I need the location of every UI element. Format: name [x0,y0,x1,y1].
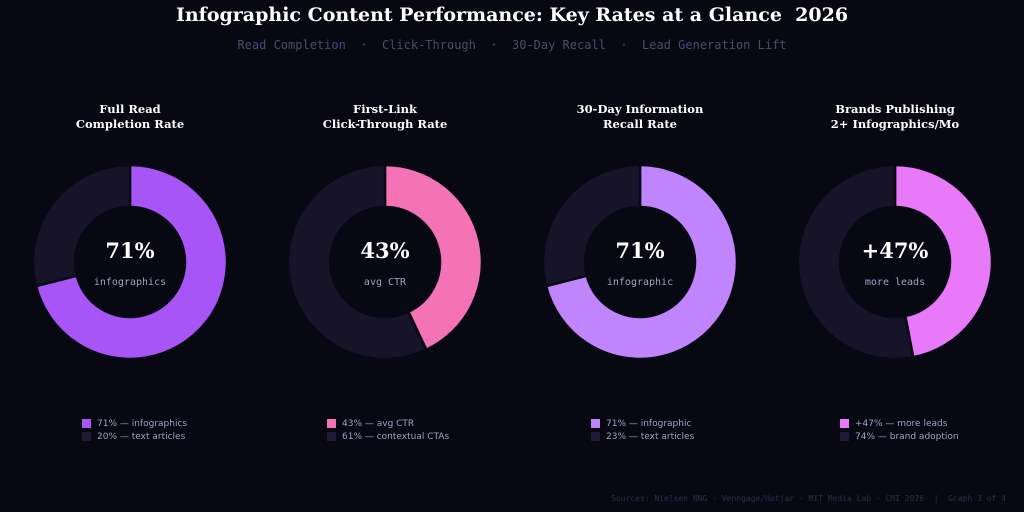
legend: 71% — infographics 20% — text articles [82,417,187,443]
donut-slice-remainder [796,163,915,361]
legend-swatch [591,432,600,441]
legend-swatch [327,432,336,441]
donut-slice-more-leads [893,163,994,359]
legend-label: +47% — more leads [855,418,948,429]
legend-swatch [591,419,600,428]
legend-entry: 71% — infographic [591,417,694,430]
center-label: infographics [93,277,167,288]
donut-slice-remainder [31,163,132,288]
chart-footer-sources: Sources: Nielsen NNG · Venngage/Hotjar ·… [611,494,1006,503]
donut-slice-remainder [541,163,642,288]
legend-label: 43% — avg CTR [342,418,415,429]
legend-swatch [840,419,849,428]
donut-slice-avg-ctr [383,163,484,352]
panel-title-line: 30-Day Information [576,102,704,116]
donut-panel-lead-generation: Brands Publishing 2+ Infographics/Mo +47… [767,0,1023,512]
panel-title-line: Full Read [99,102,161,116]
legend-label: 71% — infographic [606,418,692,429]
legend-swatch [840,432,849,441]
legend-entry: +47% — more leads [840,417,959,430]
donut-chart [541,163,739,361]
center-label: infographic [606,277,674,288]
panel-title: Full Read Completion Rate [2,102,258,132]
panel-title-line: First-Link [353,102,417,116]
legend-label: 71% — infographics [97,418,188,429]
legend-label: 20% — text articles [97,431,186,442]
panel-title: 30-Day Information Recall Rate [512,102,768,132]
legend: +47% — more leads 74% — brand adoption [840,417,959,443]
panel-title: First-Link Click-Through Rate [257,102,513,132]
legend-swatch [327,419,336,428]
legend-swatch [82,432,91,441]
legend: 71% — infographic 23% — text articles [591,417,694,443]
donut-panel-click-through: First-Link Click-Through Rate 43% avg CT… [257,0,513,512]
legend: 43% — avg CTR 61% — contextual CTAs [327,417,449,443]
donut-chart [286,163,484,361]
donut-panel-read-completion: Full Read Completion Rate 71% infographi… [2,0,258,512]
donut-slice-infographic [544,163,739,361]
legend-label: 61% — contextual CTAs [342,431,450,442]
donut-chart [31,163,229,361]
donut-chart [796,163,994,361]
legend-entry: 20% — text articles [82,430,187,443]
chart-subtitle: Read Completion · Click-Through · 30-Day… [237,38,787,52]
center-label: more leads [864,277,926,288]
center-value: 43% [360,238,410,263]
center-value: 71% [105,238,155,263]
chart-title: Infographic Content Performance: Key Rat… [175,4,849,26]
panel-title-line: 2+ Infographics/Mo [830,117,960,131]
panel-title-line: Completion Rate [75,117,185,131]
donut-slice-remainder [286,163,428,361]
donut-slice-infographics [34,163,229,361]
legend-entry: 71% — infographics [82,417,187,430]
legend-label: 23% — text articles [606,431,695,442]
center-label: avg CTR [363,277,407,288]
legend-entry: 74% — brand adoption [840,430,959,443]
legend-entry: 43% — avg CTR [327,417,449,430]
legend-entry: 61% — contextual CTAs [327,430,449,443]
panel-title-line: Brands Publishing [835,102,955,116]
center-value: +47% [861,238,929,263]
panel-title: Brands Publishing 2+ Infographics/Mo [767,102,1023,132]
center-value: 71% [615,238,665,263]
legend-label: 74% — brand adoption [855,431,959,442]
legend-swatch [82,419,91,428]
panel-title-line: Click-Through Rate [322,117,448,131]
donut-panel-recall: 30-Day Information Recall Rate 71% infog… [512,0,768,512]
panel-title-line: Recall Rate [603,117,677,131]
legend-entry: 23% — text articles [591,430,694,443]
